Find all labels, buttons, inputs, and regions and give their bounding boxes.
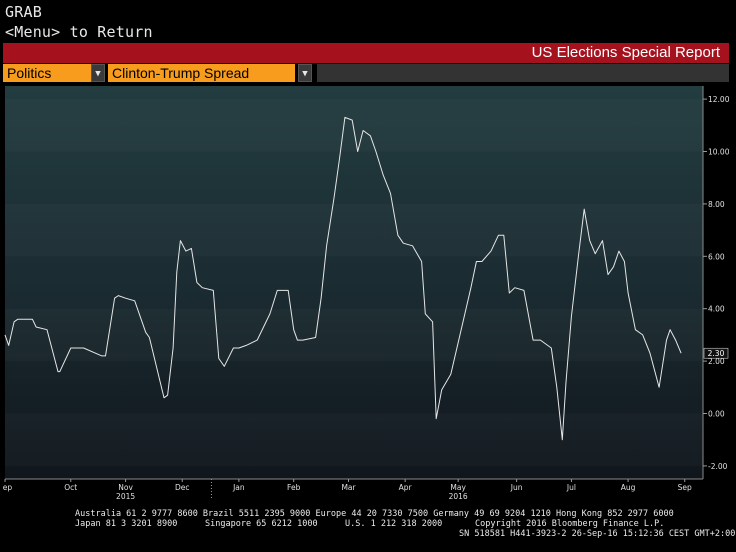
x-tick-label: Feb <box>287 483 301 492</box>
x-tick-label: Aug <box>621 483 636 492</box>
y-tick-label: 0.00 <box>708 410 725 419</box>
toolbar-fill <box>317 64 729 82</box>
x-tick-label: Sep <box>3 483 12 492</box>
last-value-box <box>703 347 729 359</box>
spread-chart: 12.00 10.00 8.00 6.00 4.00 2.00 0.00 -2.00 Sep O… <box>3 86 730 501</box>
y-tick-label: 8.00 <box>708 200 725 209</box>
plot-background <box>5 86 703 479</box>
series-dropdown-arrow-icon[interactable]: ▼ <box>298 64 312 82</box>
grab-title: GRAB <box>5 3 42 21</box>
report-title: US Elections Special Report <box>531 44 720 61</box>
y-tick-label: -2.00 <box>708 462 728 471</box>
y-tick-label: 10.00 <box>708 148 730 157</box>
x-year-label: 2015 <box>116 492 135 501</box>
series-dropdown[interactable]: Clinton-Trump Spread <box>108 64 295 82</box>
x-tick-label: Apr <box>399 483 413 492</box>
special-report-bar: US Elections Special Report <box>3 43 729 63</box>
x-tick-label: Jul <box>566 483 576 492</box>
x-tick-label: May <box>450 483 466 492</box>
y-tick-label: 2.00 <box>708 357 725 366</box>
x-tick-label: Oct <box>64 483 77 492</box>
category-dropdown[interactable]: Politics <box>3 64 91 82</box>
last-value-marker: 2.30 <box>703 347 729 359</box>
x-tick-label: Nov <box>118 483 133 492</box>
y-axis: 12.00 10.00 8.00 6.00 4.00 2.00 0.00 -2.00 <box>702 86 730 479</box>
footer-japan: Japan 81 3 3201 8900 <box>75 519 178 529</box>
footer-singapore: Singapore 65 6212 1000 <box>205 519 318 529</box>
band <box>5 99 703 151</box>
series-line <box>4 116 682 441</box>
x-tick-label: Jun <box>510 483 523 492</box>
last-value-label: 2.30 <box>708 349 725 358</box>
band <box>5 414 703 466</box>
x-tick-label: Mar <box>341 483 356 492</box>
band <box>5 309 703 361</box>
y-tick-label: 12.00 <box>708 95 730 104</box>
footer-contacts: Australia 61 2 9777 8600 Brazil 5511 239… <box>75 509 674 519</box>
footer-copyright: Copyright 2016 Bloomberg Finance L.P. <box>475 519 665 529</box>
footer-us: U.S. 1 212 318 2000 <box>345 519 443 529</box>
x-year-label: 2016 <box>449 492 468 501</box>
y-tick-label: 4.00 <box>708 305 725 314</box>
x-tick-label: Jan <box>232 483 245 492</box>
category-dropdown-arrow-icon[interactable]: ▼ <box>91 64 105 82</box>
menu-return-hint[interactable]: <Menu> to Return <box>5 23 153 41</box>
y-tick-label: 6.00 <box>708 252 725 261</box>
footer-session: SN 518581 H441-3923-2 26-Sep-16 15:12:36… <box>459 529 736 539</box>
plot-area <box>5 86 703 479</box>
x-tick-label: Dec <box>175 483 190 492</box>
x-axis: Sep Oct Nov Dec Jan Feb Mar Apr May Jun Jul Aug Sep 2… <box>3 478 703 501</box>
series-layer <box>4 116 682 441</box>
x-tick-label: Sep <box>678 483 692 492</box>
